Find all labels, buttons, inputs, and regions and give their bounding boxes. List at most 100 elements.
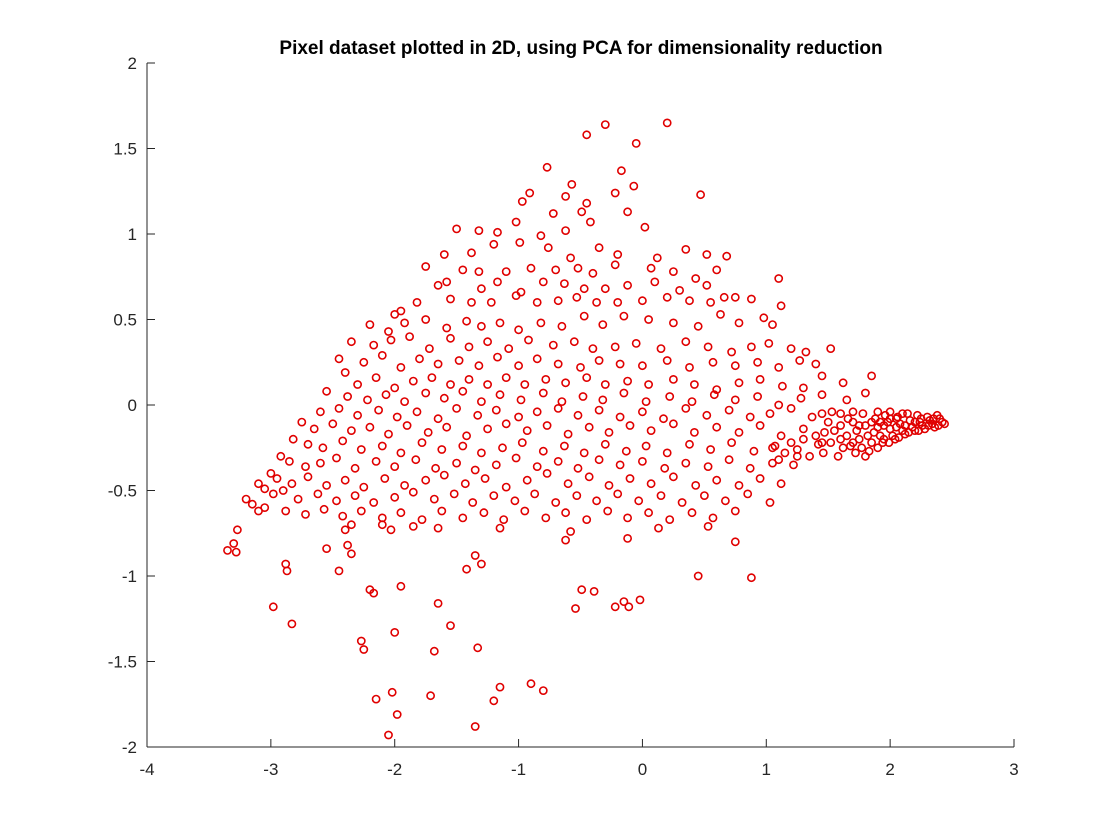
data-point xyxy=(588,344,598,353)
data-point xyxy=(460,479,470,489)
data-point xyxy=(400,480,409,490)
data-point xyxy=(885,407,895,417)
data-point xyxy=(703,522,713,531)
data-point xyxy=(579,448,589,458)
data-point xyxy=(724,405,734,415)
data-point xyxy=(433,414,443,424)
data-point xyxy=(631,138,641,148)
data-point xyxy=(904,427,914,437)
data-point xyxy=(287,619,297,629)
data-point xyxy=(288,434,298,444)
data-point xyxy=(745,412,755,422)
data-point xyxy=(600,439,610,449)
data-point xyxy=(734,318,744,328)
data-point xyxy=(501,373,511,382)
data-point xyxy=(662,292,672,302)
data-point xyxy=(594,356,604,365)
data-point xyxy=(722,251,732,261)
data-point xyxy=(594,243,604,253)
data-point xyxy=(473,410,483,420)
data-point xyxy=(538,388,548,398)
data-point xyxy=(827,407,837,417)
data-point xyxy=(875,417,885,427)
data-point xyxy=(476,559,486,569)
data-point xyxy=(334,566,344,576)
data-point xyxy=(476,321,486,331)
data-point xyxy=(313,489,323,499)
data-point xyxy=(346,337,356,347)
data-point xyxy=(452,403,461,413)
data-point xyxy=(412,297,422,307)
data-point xyxy=(836,421,845,430)
data-point xyxy=(613,250,623,259)
data-point xyxy=(462,431,471,441)
data-point xyxy=(594,405,604,415)
data-point xyxy=(356,445,366,454)
data-point xyxy=(730,361,740,371)
data-point xyxy=(557,321,567,331)
data-point xyxy=(830,426,839,435)
data-point xyxy=(369,340,379,350)
data-point xyxy=(719,292,729,302)
data-point xyxy=(891,414,901,424)
data-point xyxy=(426,691,435,701)
data-point xyxy=(491,460,501,470)
data-point xyxy=(869,427,879,437)
data-point xyxy=(417,515,427,524)
data-point xyxy=(765,498,775,507)
data-point xyxy=(709,390,719,400)
data-point xyxy=(470,551,480,560)
data-point xyxy=(541,374,551,384)
data-point xyxy=(458,265,468,275)
data-point xyxy=(817,371,827,381)
data-point xyxy=(381,390,391,400)
data-point xyxy=(501,267,511,276)
data-point xyxy=(623,513,632,523)
data-point xyxy=(557,397,567,406)
data-point xyxy=(553,403,563,413)
data-point xyxy=(452,224,461,234)
data-point xyxy=(768,320,777,329)
data-point xyxy=(817,438,827,447)
data-point xyxy=(730,506,740,516)
data-point xyxy=(914,426,923,435)
data-point xyxy=(838,378,848,388)
data-point xyxy=(561,508,570,518)
data-point xyxy=(584,422,594,432)
data-point xyxy=(526,263,536,273)
data-point xyxy=(592,496,601,506)
data-point xyxy=(706,445,715,454)
data-point xyxy=(625,474,635,483)
data-point xyxy=(483,380,492,389)
data-point xyxy=(675,285,684,295)
data-point xyxy=(610,342,620,352)
data-point xyxy=(577,207,587,217)
data-point xyxy=(303,439,313,449)
data-point xyxy=(734,427,744,437)
data-point xyxy=(542,421,552,430)
data-point xyxy=(600,380,610,389)
data-point xyxy=(582,198,592,208)
data-point xyxy=(638,407,647,417)
data-point xyxy=(433,359,443,369)
data-point xyxy=(452,458,461,468)
data-point xyxy=(665,515,675,524)
data-point xyxy=(301,462,310,471)
data-point xyxy=(446,621,455,630)
data-point xyxy=(515,238,525,247)
data-point xyxy=(297,417,307,427)
data-point xyxy=(644,380,653,389)
x-tick-label: -1 xyxy=(511,760,526,779)
data-point xyxy=(231,547,241,557)
data-point xyxy=(402,421,412,430)
data-point xyxy=(332,453,341,463)
data-point xyxy=(400,397,409,406)
data-point xyxy=(858,409,868,418)
data-point xyxy=(700,491,709,500)
data-point xyxy=(412,407,422,417)
x-tick-label: -4 xyxy=(139,760,154,779)
data-point xyxy=(848,438,858,447)
data-point xyxy=(747,573,756,583)
y-tick-label: -0.5 xyxy=(108,482,137,501)
data-point xyxy=(730,395,740,405)
